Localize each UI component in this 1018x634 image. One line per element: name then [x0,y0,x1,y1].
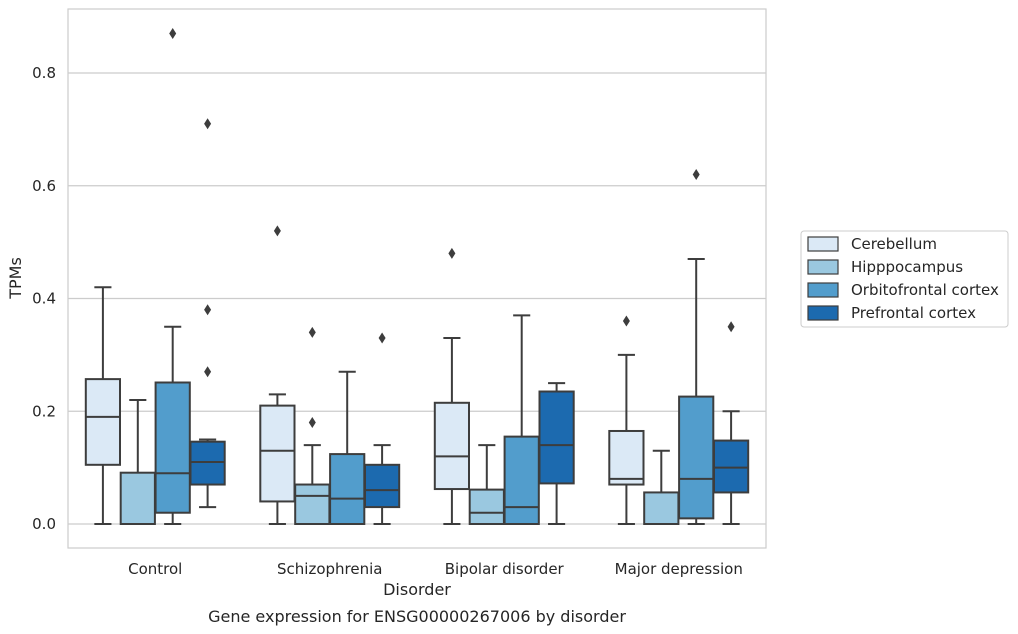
box [259,404,296,503]
outlier-point [308,417,316,429]
box [538,390,575,485]
box [678,395,715,520]
legend-label: Cerebellum [851,235,937,253]
box-group [608,315,645,525]
chart-caption: Gene expression for ENSG00000267006 by d… [208,607,626,626]
box [643,491,680,525]
y-tick-label: 0.4 [32,290,56,308]
y-tick-label: 0.0 [32,515,56,533]
box [608,429,645,486]
x-tick-label: Control [128,560,182,578]
outlier-point [692,168,700,180]
legend-swatch [807,259,839,275]
box-group [84,286,122,525]
x-tick-label: Schizophrenia [277,560,382,578]
box-group [468,444,505,525]
y-tick-label: 0.6 [32,177,56,195]
legend-label: Orbitofrontal cortex [851,281,999,299]
legend-label: Hipppocampus [851,258,963,276]
outlier-point [727,321,735,333]
outlier-point [204,118,212,130]
outlier-point [308,326,316,338]
box [84,378,122,466]
outlier-point [273,225,281,237]
box [712,439,750,494]
outlier-point [204,366,212,378]
box-group [712,321,750,525]
x-tick-label: Major depression [615,560,743,578]
outlier-point [169,28,177,40]
legend-swatch [807,236,839,252]
box-group [189,118,226,509]
x-axis-title: Disorder [383,580,451,599]
y-tick-labels: 0.0 0.2 0.4 0.6 0.8 [32,64,56,533]
box [119,471,156,526]
outlier-point [204,304,212,316]
box-group [538,382,575,525]
box [503,435,540,525]
y-tick-label: 0.8 [32,64,56,82]
x-tick-label: Bipolar disorder [445,560,565,578]
boxes [84,28,750,526]
y-axis-title: TPMs [6,257,25,300]
box [329,453,366,525]
box-group [433,247,471,525]
y-tick-label: 0.2 [32,402,56,420]
box [154,381,191,514]
box-group [294,326,331,526]
outlier-point [622,315,630,327]
box [433,401,471,491]
box-group [329,370,366,525]
legend-label: Prefrontal cortex [851,304,976,322]
x-tick-labels: Control Schizophrenia Bipolar disorder Majo… [128,560,743,578]
box [468,488,505,525]
outlier-point [378,332,386,344]
legend-frame [800,230,1009,328]
box-group [154,28,191,525]
box-group [363,332,401,525]
box [363,463,401,509]
legend: Cerebellum Hipppocampus Orbitofrontal cort… [800,230,1009,328]
box-group [643,449,680,525]
box-group [259,225,296,525]
box [294,483,331,526]
outlier-point [448,247,456,259]
legend-swatch [807,305,839,321]
legend-swatch [807,282,839,298]
box [189,440,226,486]
box-group [503,314,540,525]
